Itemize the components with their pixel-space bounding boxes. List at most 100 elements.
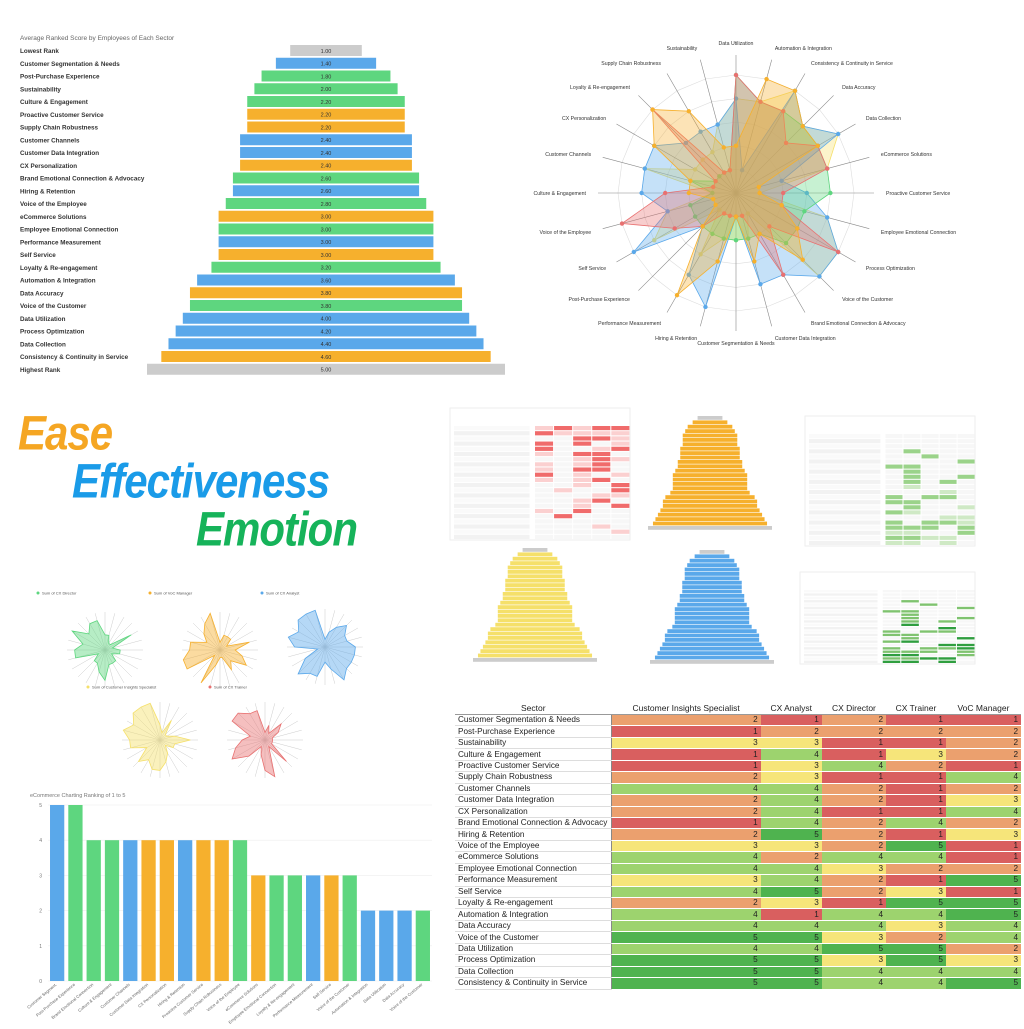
thumb-cell: [592, 446, 611, 451]
funnel-value-label: 5.00: [321, 368, 332, 374]
thumb-cell: [903, 484, 921, 489]
mini-radar-axis: [186, 649, 221, 670]
thumb-row-label-cell: [454, 467, 530, 472]
heatmap-value-cell: 3: [760, 737, 822, 750]
mini-radar-axis: [288, 636, 326, 648]
thumb-cell: [939, 515, 957, 520]
radar-axis-label: Process Optimization: [866, 266, 915, 272]
thumb-cell: [535, 477, 554, 482]
thumb-row-label-cell: [809, 434, 881, 439]
radar-axis-label: eCommerce Solutions: [881, 152, 932, 158]
thumb-cell: [938, 606, 956, 610]
heatmap-value-cell: 5: [760, 886, 822, 899]
thumb-row-label-cell: [809, 444, 881, 449]
thumb-cell: [919, 633, 938, 637]
thumb-cell: [903, 495, 921, 500]
thumb-cell: [957, 530, 975, 535]
thumb-cell: [956, 606, 975, 610]
thumb-cell: [611, 462, 630, 467]
thumb-row-label-cell: [804, 590, 878, 593]
thumb-cell: [919, 637, 938, 640]
heatmap-value-cell: 1: [886, 771, 946, 784]
thumb-cell: [956, 623, 975, 626]
thumb-funnel-bar: [497, 609, 573, 614]
radar-series-point: [692, 167, 698, 172]
heatmap-value-cell: 4: [611, 908, 761, 921]
thumb-cell: [938, 653, 956, 657]
heatmap-value-cell: 4: [886, 908, 946, 921]
thumb-cell: [554, 524, 573, 529]
radar-series-point: [619, 221, 625, 226]
radar-series-point: [835, 131, 841, 137]
thumb-cell: [611, 436, 630, 441]
heatmap-sector-cell: Data Utilization: [455, 943, 612, 956]
thumb-row-label-cell: [454, 514, 530, 519]
thumb-cell: [592, 436, 611, 441]
funnel-svg: Average Ranked Score by Employees of Eac…: [20, 35, 505, 375]
radar-series-point: [713, 202, 718, 207]
thumb-cell: [921, 444, 939, 449]
thumb-cell: [882, 660, 901, 663]
ranked-score-funnel-chart: Average Ranked Score by Employees of Eac…: [0, 0, 520, 390]
heatmap-value-cell: 1: [945, 714, 1021, 727]
thumb-cell: [919, 657, 938, 660]
mini-radar-axis: [159, 739, 180, 774]
heatmap-value-cell: 4: [821, 977, 887, 990]
thumb-funnel-bar: [655, 517, 765, 521]
thumb-cell: [592, 508, 611, 514]
radar-series-point: [804, 190, 809, 196]
mini-radar-axis: [291, 627, 326, 648]
thumb-cell: [554, 477, 573, 482]
thumb-cell: [611, 457, 630, 462]
mini-radar-axis: [68, 639, 106, 651]
mini-radar-axis: [324, 646, 353, 675]
mini-radar-axis: [291, 646, 326, 667]
funnel-bar: [175, 325, 477, 337]
mini-radar-axis: [183, 649, 221, 661]
thumb-cell: [919, 627, 938, 630]
heatmap-value-cell: 4: [945, 920, 1021, 933]
thumb-funnel-bar: [674, 620, 750, 625]
mini-radar-axis: [219, 613, 231, 651]
heatmap-value-cell: 1: [821, 748, 887, 761]
thumb-cell: [938, 627, 956, 630]
radar-axis-label: Proactive Customer Service: [886, 191, 950, 197]
thumb-cell: [921, 490, 939, 495]
mini-radar: [227, 702, 303, 778]
thumb-row-label-cell: [809, 459, 881, 464]
thumb-cell: [592, 498, 611, 503]
thumb-cell: [903, 510, 921, 515]
funnel-bar: [168, 338, 484, 350]
thumb-row-label-cell: [809, 469, 881, 474]
thumb-cell: [573, 436, 592, 441]
radar-axis-label: Supply Chain Robustness: [601, 61, 661, 67]
thumb-row-label-cell: [804, 637, 878, 640]
thumb-funnel-bar: [682, 433, 738, 438]
thumb-cell: [939, 454, 957, 459]
thumb-cell: [903, 525, 921, 530]
mini-radar-axis: [123, 729, 161, 741]
heatmap-value-cell: 2: [821, 783, 887, 796]
heatmap-value-cell: 5: [760, 966, 822, 979]
mini-radar-axis: [192, 622, 221, 651]
thumb-row-label-cell: [804, 630, 878, 633]
mini-radar-axis: [297, 619, 326, 648]
mini-radar-axis: [123, 739, 161, 751]
thumb-cell: [592, 534, 611, 539]
thumb-red-table: [449, 407, 631, 541]
thumb-cell: [919, 613, 938, 616]
thumb-row-label-cell: [454, 431, 530, 436]
radar-axis-label: Voice of the Employee: [539, 230, 591, 236]
mini-radar-axis: [231, 720, 266, 741]
thumb-cell: [919, 616, 938, 620]
thumb-cell: [921, 464, 939, 469]
radar-series-point: [722, 211, 727, 216]
heatmap-sector-cell: eCommerce Solutions: [455, 851, 612, 864]
funnel-row-label: Consistency & Continuity in Service: [20, 354, 129, 361]
thumb-cell: [535, 457, 554, 462]
radar-axis-label: Customer Segmentation & Needs: [697, 341, 775, 347]
thumb-cell: [611, 529, 630, 534]
thumb-cell: [957, 464, 975, 469]
thumb-funnel-bar: [487, 636, 583, 640]
radar-series-point: [703, 304, 708, 310]
